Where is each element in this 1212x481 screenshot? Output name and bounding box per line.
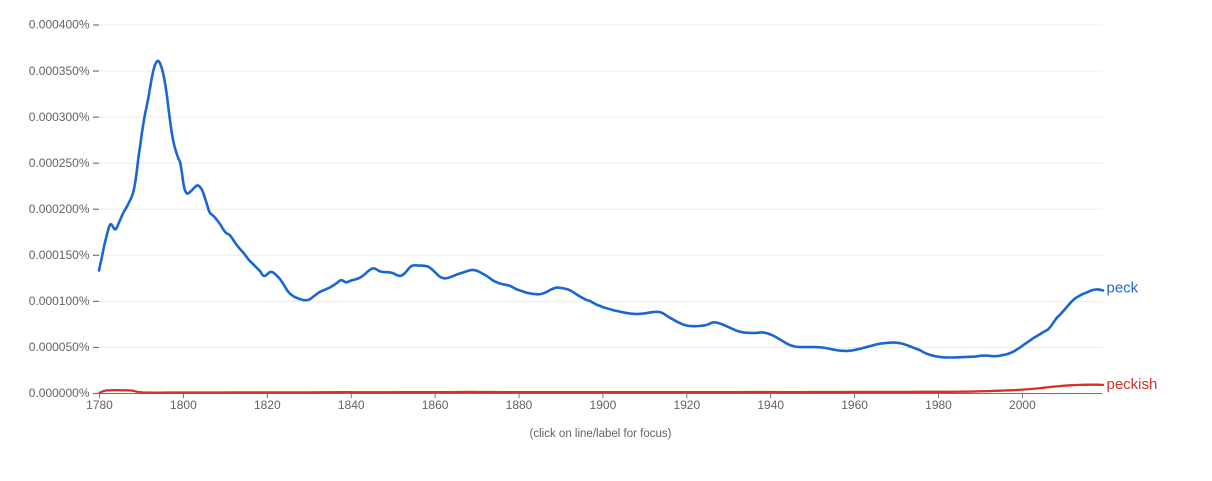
svg-text:0.000100%: 0.000100% bbox=[29, 294, 90, 308]
svg-text:1920: 1920 bbox=[673, 398, 700, 412]
svg-text:1860: 1860 bbox=[422, 398, 449, 412]
svg-text:0.000150%: 0.000150% bbox=[29, 248, 90, 262]
svg-text:1960: 1960 bbox=[841, 398, 868, 412]
svg-text:1880: 1880 bbox=[506, 398, 533, 412]
svg-text:peck: peck bbox=[1107, 279, 1139, 296]
svg-text:0.000200%: 0.000200% bbox=[29, 202, 90, 216]
svg-text:2000: 2000 bbox=[1009, 398, 1036, 412]
svg-text:0.000050%: 0.000050% bbox=[29, 340, 90, 354]
svg-text:1980: 1980 bbox=[925, 398, 952, 412]
svg-text:1900: 1900 bbox=[590, 398, 617, 412]
svg-text:0.000000%: 0.000000% bbox=[29, 386, 90, 400]
svg-text:peckish: peckish bbox=[1107, 376, 1158, 393]
svg-text:1940: 1940 bbox=[757, 398, 784, 412]
svg-text:0.000350%: 0.000350% bbox=[29, 64, 90, 78]
svg-text:1820: 1820 bbox=[254, 398, 281, 412]
svg-text:1800: 1800 bbox=[170, 398, 197, 412]
svg-text:1780: 1780 bbox=[86, 398, 113, 412]
svg-text:0.000250%: 0.000250% bbox=[29, 156, 90, 170]
svg-text:1840: 1840 bbox=[338, 398, 365, 412]
svg-text:(click on line/label for focus: (click on line/label for focus) bbox=[530, 428, 672, 440]
svg-text:0.000300%: 0.000300% bbox=[29, 110, 90, 124]
svg-text:0.000400%: 0.000400% bbox=[29, 18, 90, 32]
